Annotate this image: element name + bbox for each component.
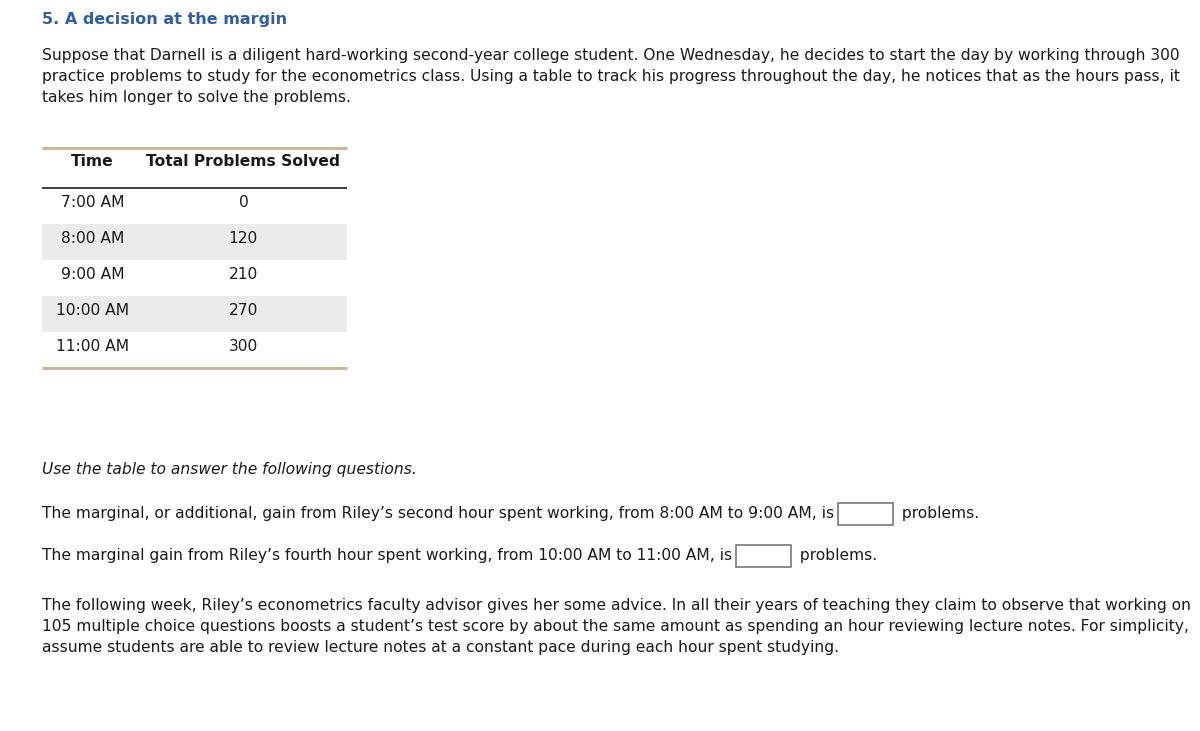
Text: 300: 300 (229, 339, 258, 354)
Text: 270: 270 (229, 303, 258, 318)
Text: The marginal, or additional, gain from Riley’s second hour spent working, from 8: The marginal, or additional, gain from R… (42, 506, 834, 521)
Text: assume students are able to review lecture notes at a constant pace during each : assume students are able to review lectu… (42, 640, 839, 655)
Text: problems.: problems. (796, 548, 877, 563)
Text: Total Problems Solved: Total Problems Solved (146, 154, 341, 169)
Text: 10:00 AM: 10:00 AM (56, 303, 128, 318)
Text: 8:00 AM: 8:00 AM (61, 231, 124, 246)
Text: 7:00 AM: 7:00 AM (61, 195, 124, 210)
Text: 105 multiple choice questions boosts a student’s test score by about the same am: 105 multiple choice questions boosts a s… (42, 619, 1189, 634)
Text: practice problems to study for the econometrics class. Using a table to track hi: practice problems to study for the econo… (42, 69, 1180, 84)
Text: The marginal gain from Riley’s fourth hour spent working, from 10:00 AM to 11:00: The marginal gain from Riley’s fourth ho… (42, 548, 732, 563)
Text: Time: Time (71, 154, 114, 169)
Text: Use the table to answer the following questions.: Use the table to answer the following qu… (42, 462, 416, 477)
Bar (42, 224, 347, 260)
Bar (838, 502, 893, 525)
Text: 11:00 AM: 11:00 AM (56, 339, 128, 354)
Text: 120: 120 (229, 231, 258, 246)
Bar (42, 296, 347, 332)
Text: 5. A decision at the margin: 5. A decision at the margin (42, 12, 287, 27)
Text: 210: 210 (229, 267, 258, 282)
Text: 0: 0 (239, 195, 248, 210)
Text: Suppose that Darnell is a diligent hard-working second-year college student. One: Suppose that Darnell is a diligent hard-… (42, 48, 1180, 63)
Text: problems.: problems. (898, 506, 979, 521)
Text: The following week, Riley’s econometrics faculty advisor gives her some advice. : The following week, Riley’s econometrics… (42, 598, 1190, 613)
Bar (736, 545, 791, 567)
Text: 9:00 AM: 9:00 AM (60, 267, 125, 282)
Text: takes him longer to solve the problems.: takes him longer to solve the problems. (42, 90, 350, 105)
